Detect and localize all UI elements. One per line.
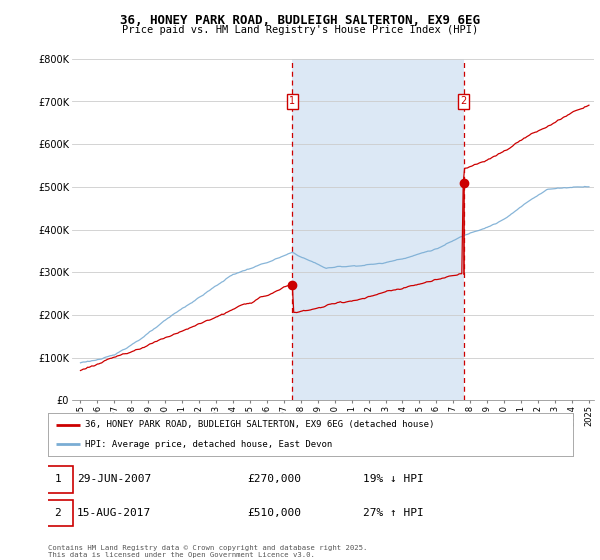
Text: Price paid vs. HM Land Registry's House Price Index (HPI): Price paid vs. HM Land Registry's House … (122, 25, 478, 35)
Bar (292, 59, 464, 400)
Text: HPI: Average price, detached house, East Devon: HPI: Average price, detached house, East… (85, 440, 332, 449)
Text: 27% ↑ HPI: 27% ↑ HPI (363, 508, 424, 518)
Text: 2: 2 (461, 96, 467, 106)
Text: 15-AUG-2017: 15-AUG-2017 (77, 508, 151, 518)
Text: 1: 1 (289, 96, 295, 106)
FancyBboxPatch shape (43, 466, 73, 493)
Text: 1: 1 (55, 474, 61, 484)
Text: 29-JUN-2007: 29-JUN-2007 (77, 474, 151, 484)
Text: 19% ↓ HPI: 19% ↓ HPI (363, 474, 424, 484)
Text: Contains HM Land Registry data © Crown copyright and database right 2025.
This d: Contains HM Land Registry data © Crown c… (48, 545, 367, 558)
Text: 36, HONEY PARK ROAD, BUDLEIGH SALTERTON, EX9 6EG (detached house): 36, HONEY PARK ROAD, BUDLEIGH SALTERTON,… (85, 421, 434, 430)
FancyBboxPatch shape (43, 500, 73, 526)
Text: £510,000: £510,000 (248, 508, 302, 518)
Text: 36, HONEY PARK ROAD, BUDLEIGH SALTERTON, EX9 6EG: 36, HONEY PARK ROAD, BUDLEIGH SALTERTON,… (120, 14, 480, 27)
Text: £270,000: £270,000 (248, 474, 302, 484)
Text: 2: 2 (55, 508, 61, 518)
